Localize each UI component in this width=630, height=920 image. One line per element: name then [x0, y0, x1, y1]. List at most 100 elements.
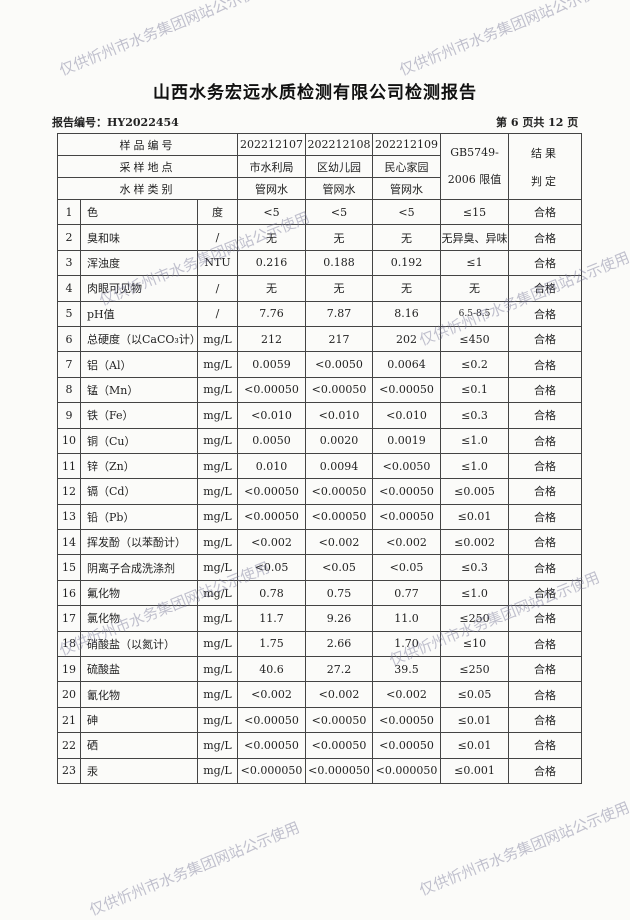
limit-label-2: 2006 限值 [447, 173, 502, 186]
limit-value: ≤1 [440, 249, 509, 277]
result-judgement: 合格 [508, 452, 582, 480]
limit-value: ≤250 [440, 656, 509, 683]
item-name: 铅（Pb） [80, 503, 198, 531]
item-name: 硒 [80, 732, 198, 759]
item-name: 镉（Cd） [80, 478, 198, 505]
value-sample-3: 无 [372, 275, 441, 302]
result-judgement: 合格 [508, 249, 582, 277]
watermark: 仅供忻州市水务集团网站公示使用 [86, 818, 303, 920]
unit: / [197, 224, 238, 251]
value-sample-1: 0.0050 [237, 427, 306, 454]
result-judgement: 合格 [508, 427, 582, 454]
value-sample-1: 212 [237, 325, 306, 353]
value-sample-3: 202 [372, 325, 441, 353]
value-sample-1: <0.002 [237, 681, 306, 708]
row-number: 10 [57, 427, 81, 454]
table-row: 7 铝（Al） mg/L 0.0059 <0.0050 0.0064 ≤0.2 合格 [57, 351, 582, 378]
result-judgement: 合格 [508, 224, 582, 251]
value-sample-2: <0.05 [305, 554, 373, 581]
unit: / [197, 300, 238, 327]
unit: mg/L [197, 630, 238, 658]
item-name: 浑浊度 [80, 249, 198, 277]
value-sample-3: <0.00050 [372, 732, 441, 759]
value-sample-2: 无 [305, 224, 373, 251]
item-name: 总硬度（以CaCO₃计） [80, 325, 198, 353]
table-row: 18 硝酸盐（以氮计） mg/L 1.75 2.66 1.70 ≤10 合格 [57, 630, 582, 658]
limit-value: ≤1.0 [440, 579, 509, 607]
sample-type: 管网水 [237, 177, 306, 200]
row-number: 6 [57, 325, 81, 353]
value-sample-3: <0.002 [372, 529, 441, 556]
row-number: 16 [57, 579, 81, 607]
row-number: 14 [57, 529, 81, 556]
value-sample-1: <0.00050 [237, 376, 306, 404]
watermark: 仅供忻州市水务集团网站公示使用 [56, 0, 273, 80]
result-judgement: 合格 [508, 554, 582, 581]
row-number: 7 [57, 351, 81, 378]
row-number: 2 [57, 224, 81, 251]
limit-value: ≤0.1 [440, 376, 509, 404]
value-sample-1: <5 [237, 198, 306, 226]
table-row: 10 铜（Cu） mg/L 0.0050 0.0020 0.0019 ≤1.0 合格 [57, 427, 582, 454]
value-sample-2: 2.66 [305, 630, 373, 658]
value-sample-2: <5 [305, 198, 373, 226]
item-name: 氯化物 [80, 605, 198, 632]
unit: mg/L [197, 529, 238, 556]
result-judgement: 合格 [508, 376, 582, 404]
value-sample-3: <0.00050 [372, 503, 441, 531]
table-row: 5 pH值/7.76 7.87 8.16 6.5-8.5 合格 [57, 300, 582, 327]
item-name: 铝（Al） [80, 351, 198, 378]
row-number: 23 [57, 757, 81, 784]
limit-value: ≤0.01 [440, 732, 509, 759]
value-sample-1: 0.0059 [237, 351, 306, 378]
result-judgement: 合格 [508, 630, 582, 658]
result-judgement: 合格 [508, 681, 582, 708]
limit-value: ≤1.0 [440, 452, 509, 480]
report-number: 报告编号：HY2022454 [52, 116, 179, 129]
unit: mg/L [197, 325, 238, 353]
row-number: 22 [57, 732, 81, 759]
item-name: pH值 [80, 300, 198, 327]
unit: 度 [197, 198, 238, 226]
value-sample-2: <0.002 [305, 529, 373, 556]
value-sample-3: <0.010 [372, 402, 441, 429]
value-sample-1: 0.216 [237, 249, 306, 277]
result-label-1: 结果 [531, 146, 559, 160]
table-row: 2 臭和味 / 无无无无异臭、异味 合格 [57, 224, 582, 251]
table-row: 15 阴离子合成洗涤剂 mg/L <0.05 <0.05 <0.05 ≤0.3 合格 [57, 554, 582, 581]
item-name: 氰化物 [80, 681, 198, 708]
unit: mg/L [197, 452, 238, 480]
unit: mg/L [197, 605, 238, 632]
table-row: 19 硫酸盐 mg/L 40.6 27.2 39.5 ≤250 合格 [57, 656, 582, 683]
result-judgement: 合格 [508, 656, 582, 683]
limit-value: 无异臭、异味 [440, 224, 509, 251]
table-row: 14 挥发酚（以苯酚计） mg/L <0.002 <0.002 <0.002 ≤0.002 合… [57, 529, 582, 556]
table-row: 11 锌（Zn） mg/L 0.010 0.0094 <0.0050 ≤1.0 合格 [57, 452, 582, 480]
table-row: 21 砷 mg/L <0.00050 <0.00050 <0.00050 ≤0.01 合格 [57, 706, 582, 734]
unit: mg/L [197, 706, 238, 734]
value-sample-3: 39.5 [372, 656, 441, 683]
row-number: 9 [57, 402, 81, 429]
limit-value: ≤0.01 [440, 503, 509, 531]
value-sample-1: 11.7 [237, 605, 306, 632]
item-name: 臭和味 [80, 224, 198, 251]
unit: mg/L [197, 554, 238, 581]
limit-value: 6.5-8.5 [440, 300, 509, 327]
row-number: 19 [57, 656, 81, 683]
limit-value: ≤0.01 [440, 706, 509, 734]
result-judgement: 合格 [508, 605, 582, 632]
result-judgement: 合格 [508, 351, 582, 378]
row-number: 8 [57, 376, 81, 404]
value-sample-2: <0.00050 [305, 732, 373, 759]
limit-label-1: GB5749- [450, 146, 499, 159]
value-sample-2: <0.00050 [305, 478, 373, 505]
sample-no: 202212107 [237, 133, 306, 156]
row-number: 17 [57, 605, 81, 632]
table-row: 23 汞 mg/L <0.000050 <0.000050 <0.000050 ≤0.001… [57, 757, 582, 784]
value-sample-2: <0.00050 [305, 376, 373, 404]
value-sample-2: 0.188 [305, 249, 373, 277]
table-row: 9 铁（Fe） mg/L <0.010 <0.010 <0.010 ≤0.3 合格 [57, 402, 582, 429]
value-sample-1: 无 [237, 275, 306, 302]
row-number: 13 [57, 503, 81, 531]
result-judgement: 合格 [508, 757, 582, 784]
